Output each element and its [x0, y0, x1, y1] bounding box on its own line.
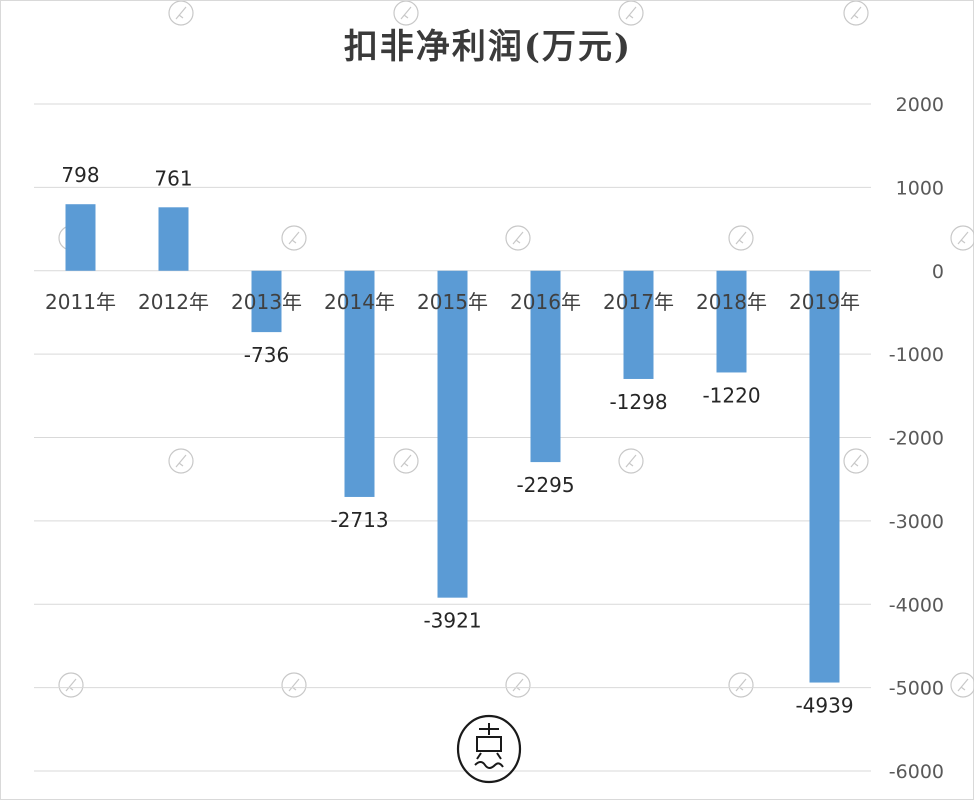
x-tick-label: 2011年 [45, 290, 116, 314]
data-label: 798 [61, 163, 99, 187]
data-label: -2295 [516, 473, 574, 497]
x-tick-label: 2014年 [324, 290, 395, 314]
x-tick-label: 2016年 [510, 290, 581, 314]
watermark-icon [618, 448, 644, 474]
data-label: -4939 [795, 694, 853, 718]
y-tick-label: -2000 [889, 428, 944, 450]
x-tick-label: 2017年 [603, 290, 674, 314]
x-tick-label: 2019年 [789, 290, 860, 314]
y-tick-label: 2000 [896, 94, 944, 116]
seal-stamp [456, 714, 522, 784]
watermark-icon [393, 1, 419, 26]
watermark-icon [728, 672, 754, 698]
y-tick-label: 0 [932, 261, 944, 283]
watermark-layer [58, 1, 974, 698]
chart-title: 扣非净利润(万元) [343, 27, 633, 67]
bar [344, 270, 375, 497]
watermark-icon [505, 225, 531, 251]
watermark-icon [843, 1, 869, 26]
bar-series [65, 204, 840, 683]
y-tick-label: -3000 [889, 511, 944, 533]
data-label: -3921 [423, 609, 481, 633]
watermark-icon [505, 672, 531, 698]
watermark-icon [728, 225, 754, 251]
watermark-icon [58, 672, 84, 698]
data-label: 761 [154, 166, 192, 190]
bar [716, 270, 747, 373]
x-tick-label: 2013年 [231, 290, 302, 314]
y-tick-label: 1000 [896, 177, 944, 199]
data-label: -1298 [609, 390, 667, 414]
watermark-icon [281, 672, 307, 698]
watermark-icon [843, 448, 869, 474]
data-label: -1220 [702, 383, 760, 407]
y-tick-label: -1000 [889, 344, 944, 366]
data-label: -2713 [330, 508, 388, 532]
data-labels: 798 761 -736 -2713 -3921 -2295 -1298 -1220 -4939 [61, 163, 853, 717]
x-axis: 2011年 2012年 2013年 2014年 2015年 2016年 2017年 2018年… [45, 290, 860, 314]
y-axis: 2000 1000 0 -1000 -2000 -3000 -4000 -5000 -6000 [889, 94, 944, 783]
watermark-icon [168, 448, 194, 474]
y-tick-label: -6000 [889, 761, 944, 783]
y-tick-label: -4000 [889, 594, 944, 616]
watermark-icon [950, 225, 974, 251]
bar [530, 270, 561, 463]
watermark-icon [168, 1, 194, 26]
x-tick-label: 2015年 [417, 290, 488, 314]
watermark-icon [393, 448, 419, 474]
y-tick-label: -5000 [889, 678, 944, 700]
bar [65, 204, 96, 271]
bar [623, 270, 654, 379]
seal-icon [456, 714, 522, 784]
bar [437, 270, 468, 598]
data-label: -736 [244, 343, 289, 367]
x-tick-label: 2018年 [696, 290, 767, 314]
bar [809, 270, 840, 683]
bar [158, 207, 189, 271]
watermark-icon [618, 1, 644, 26]
x-tick-label: 2012年 [138, 290, 209, 314]
bar [251, 270, 282, 333]
watermark-icon [950, 672, 974, 698]
watermark-icon [281, 225, 307, 251]
